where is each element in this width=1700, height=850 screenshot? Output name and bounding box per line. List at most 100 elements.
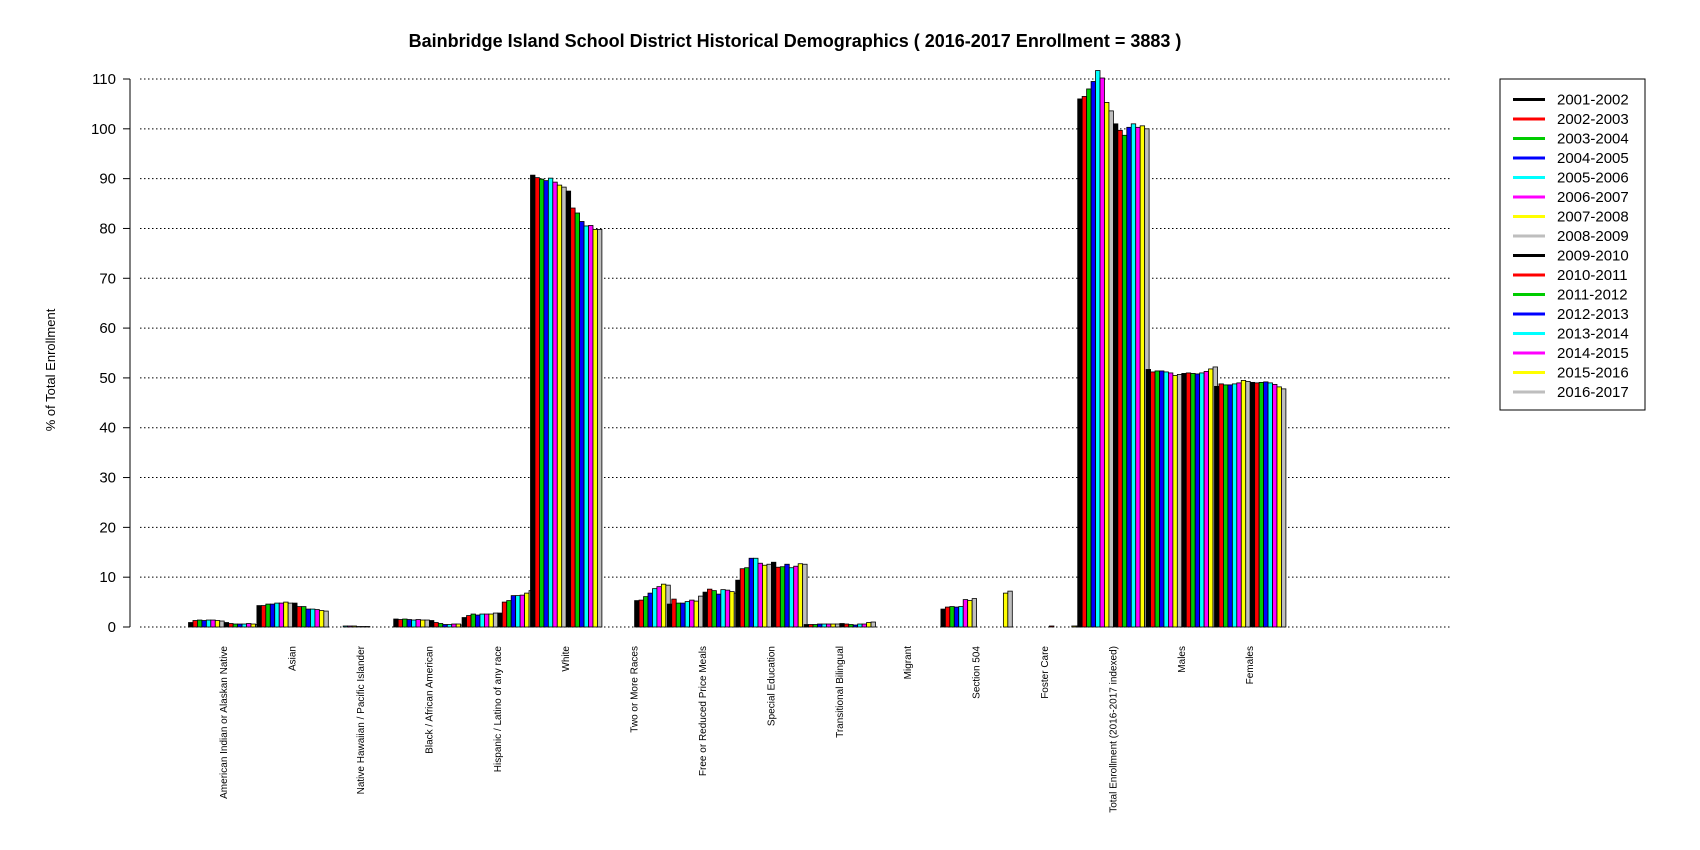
bar: [451, 623, 457, 628]
bar: [588, 225, 594, 628]
bar: [953, 606, 960, 628]
bar: [543, 180, 549, 628]
x-tick-label: Migrant: [903, 646, 914, 680]
bar: [839, 623, 845, 628]
bar: [689, 599, 695, 628]
bar: [675, 602, 682, 628]
bar: [530, 174, 536, 628]
bar: [788, 567, 795, 628]
x-tick-label: Hispanic / Latino of any race: [493, 646, 504, 773]
bar: [1086, 88, 1092, 628]
bar: [1095, 70, 1101, 628]
bar: [579, 221, 585, 628]
bar: [269, 603, 276, 628]
bar: [360, 626, 366, 628]
y-tick-label: 90: [99, 171, 116, 188]
bar: [506, 600, 512, 628]
bar: [420, 619, 426, 628]
bar: [515, 595, 521, 628]
bar: [592, 229, 598, 628]
legend-label: 2011-2012: [1557, 287, 1628, 304]
legend-label: 2014-2015: [1557, 345, 1629, 362]
bar: [1236, 382, 1242, 628]
bar: [437, 623, 444, 628]
bar: [680, 602, 686, 628]
x-tick-label: White: [561, 646, 572, 672]
y-tick-label: 110: [92, 71, 116, 88]
y-tick-label: 40: [99, 420, 116, 437]
x-tick-label: Males: [1177, 646, 1188, 673]
bar: [466, 615, 472, 628]
bar: [260, 605, 267, 628]
bar: [552, 181, 558, 628]
bar: [314, 609, 320, 628]
bar: [292, 602, 298, 628]
bar: [1249, 381, 1256, 628]
x-tick-label: Foster Care: [1040, 646, 1051, 699]
bar: [1176, 374, 1183, 628]
legend-label: 2001-2002: [1557, 92, 1629, 109]
bar: [944, 606, 951, 628]
bar: [539, 178, 545, 628]
bar: [192, 620, 198, 628]
bar: [1227, 384, 1233, 628]
bar: [647, 592, 653, 628]
bar: [1071, 625, 1077, 628]
bar: [188, 622, 194, 628]
bar: [510, 595, 517, 628]
bar: [812, 624, 818, 628]
x-tick-label: Free or Reduced Price Meals: [698, 646, 709, 776]
bar: [962, 599, 969, 628]
bar: [1194, 373, 1201, 628]
bar: [1139, 125, 1146, 628]
bar: [428, 620, 435, 628]
bar: [1126, 126, 1132, 628]
legend-label: 2015-2016: [1557, 365, 1629, 382]
bar: [205, 619, 212, 628]
bar: [406, 619, 412, 628]
bar: [497, 612, 503, 628]
bar: [565, 190, 572, 628]
bar: [1276, 386, 1282, 628]
bar: [1099, 77, 1105, 628]
bar: [1185, 372, 1192, 628]
bar: [1135, 126, 1141, 628]
bar: [223, 622, 230, 628]
bar: [492, 612, 499, 628]
bar: [1254, 382, 1260, 628]
bar: [707, 588, 713, 628]
bar: [1081, 96, 1088, 628]
bar: [570, 207, 576, 628]
bar: [817, 623, 823, 628]
legend-label: 2013-2014: [1557, 326, 1629, 343]
x-tick-label: Native Hawaiian / Pacific Islander: [356, 645, 367, 794]
bar: [802, 563, 808, 628]
bar: [475, 614, 481, 628]
x-axis-labels: American Indian or Alaskan Native Asian Na…: [219, 645, 1256, 812]
bar: [866, 622, 872, 628]
legend: 2001-2002 2002-2003 2003-2004 2004-2005 2005…: [1499, 78, 1646, 411]
legend-label: 2006-2007: [1557, 189, 1629, 206]
bar: [442, 624, 448, 628]
bar: [347, 625, 353, 628]
bar: [241, 623, 247, 628]
bar: [574, 212, 580, 628]
bar: [1154, 370, 1160, 628]
bar: [397, 619, 404, 628]
bar: [861, 623, 867, 628]
bar: [214, 620, 221, 628]
bar: [744, 567, 750, 628]
bar: [1108, 110, 1114, 628]
bar: [232, 623, 238, 628]
x-tick-label: Black / African American: [424, 646, 435, 754]
bar: [1104, 102, 1110, 628]
bar: [219, 620, 225, 628]
x-tick-label: Special Education: [766, 646, 777, 726]
x-tick-label: Asian: [288, 646, 299, 671]
bar: [274, 602, 280, 628]
legend-label: 2012-2013: [1557, 306, 1629, 323]
bar: [958, 606, 964, 628]
y-tick-label: 50: [99, 370, 116, 387]
bar: [1117, 129, 1123, 628]
